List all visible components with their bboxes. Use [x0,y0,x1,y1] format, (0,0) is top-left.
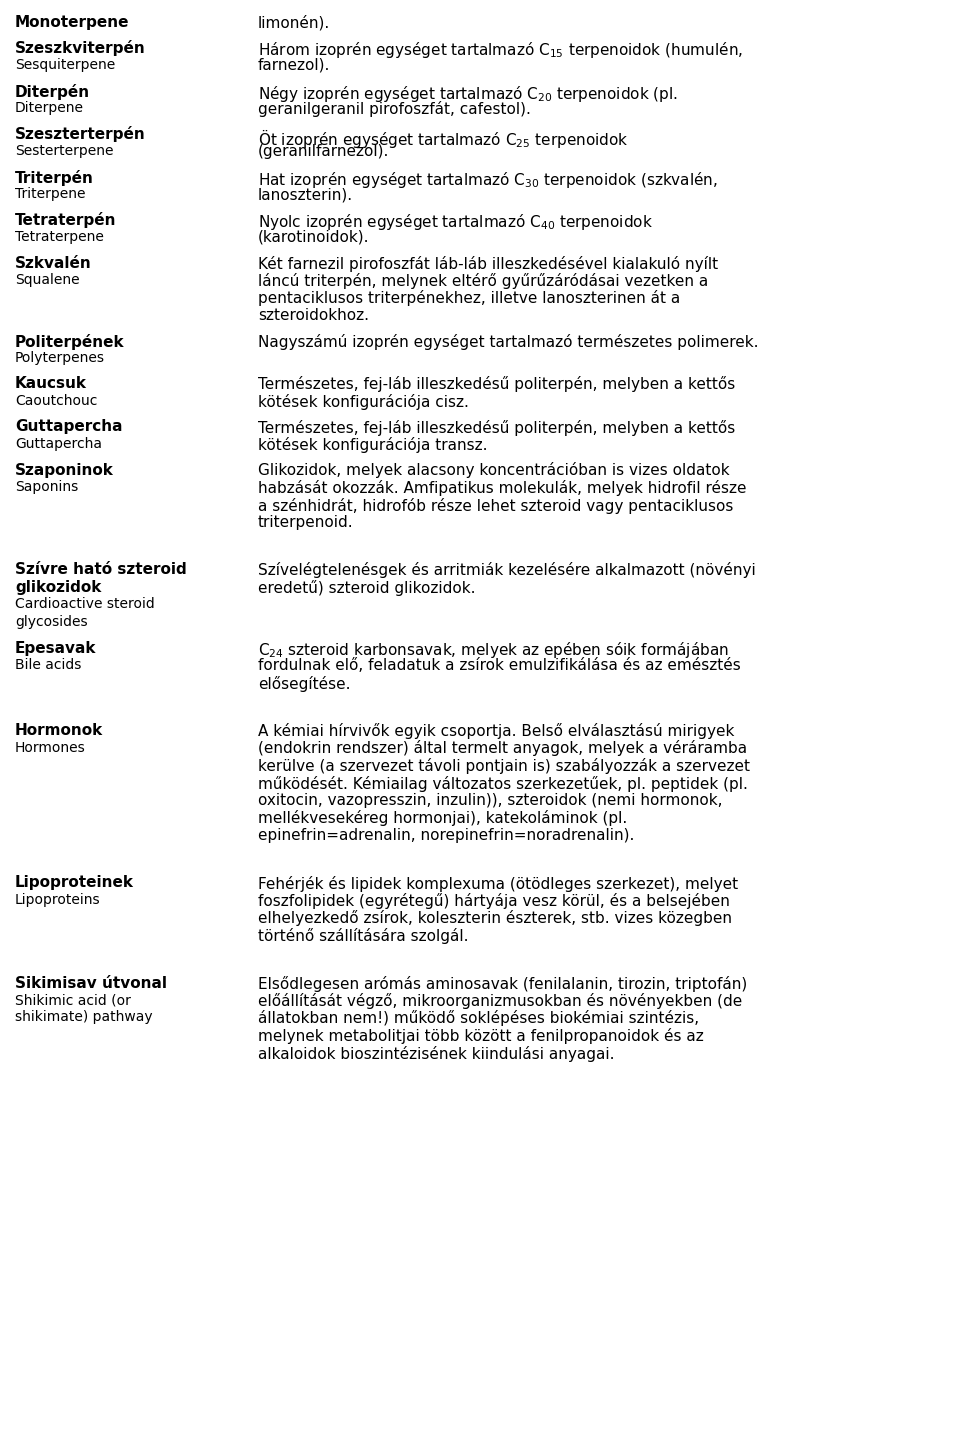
Text: Szeszkviterpén: Szeszkviterpén [15,41,146,57]
Text: Három izoprén egységet tartalmazó C$_{15}$ terpenoidok (humulén,: Három izoprén egységet tartalmazó C$_{15… [258,41,743,61]
Text: alkaloidok bioszintézisének kiindulási anyagai.: alkaloidok bioszintézisének kiindulási a… [258,1045,614,1061]
Text: Squalene: Squalene [15,273,80,286]
Text: melynek metabolitjai több között a fenilpropanoidok és az: melynek metabolitjai több között a fenil… [258,1028,704,1044]
Text: állatokban nem!) működő soklépéses biokémiai szintézis,: állatokban nem!) működő soklépéses bioké… [258,1011,699,1027]
Text: pentaciklusos triterpénekhez, illetve lanoszterinen át a: pentaciklusos triterpénekhez, illetve la… [258,291,681,307]
Text: történő szállítására szolgál.: történő szállítására szolgál. [258,928,468,944]
Text: (geranilfarnezol).: (geranilfarnezol). [258,144,390,158]
Text: Triterpén: Triterpén [15,170,94,186]
Text: foszfolipidek (egyrétegű) hártyája vesz körül, és a belsejében: foszfolipidek (egyrétegű) hártyája vesz … [258,893,730,909]
Text: Monoterpene: Monoterpene [15,15,130,31]
Text: Tetraterpén: Tetraterpén [15,212,116,228]
Text: oxitocin, vazopresszin, inzulin)), szteroidok (nemi hormonok,: oxitocin, vazopresszin, inzulin)), szter… [258,792,723,808]
Text: limonén).: limonén). [258,15,330,31]
Text: Nagyszámú izoprén egységet tartalmazó természetes polimerek.: Nagyszámú izoprén egységet tartalmazó te… [258,333,758,349]
Text: geranilgeranil pirofoszfát, cafestol).: geranilgeranil pirofoszfát, cafestol). [258,100,531,116]
Text: Guttapercha: Guttapercha [15,438,102,451]
Text: Tetraterpene: Tetraterpene [15,230,104,244]
Text: Epesavak: Epesavak [15,641,97,656]
Text: Szeszterterpén: Szeszterterpén [15,126,146,142]
Text: Természetes, fej-láb illeszkedésű politerpén, melyben a kettős: Természetes, fej-láb illeszkedésű polite… [258,420,735,436]
Text: Shikimic acid (or: Shikimic acid (or [15,993,131,1008]
Text: Diterpene: Diterpene [15,100,84,115]
Text: Glikozidok, melyek alacsony koncentrációban is vizes oldatok: Glikozidok, melyek alacsony koncentráció… [258,462,730,478]
Text: Guttapercha: Guttapercha [15,420,123,435]
Text: kötések konfigurációja transz.: kötések konfigurációja transz. [258,438,488,454]
Text: Két farnezil pirofoszfát láb-láb illeszkedésével kialakuló nyílt: Két farnezil pirofoszfát láb-láb illeszk… [258,256,718,272]
Text: Diterpén: Diterpén [15,83,90,99]
Text: mellékvesekéreg hormonjai), katekoláminok (pl.: mellékvesekéreg hormonjai), katekolámino… [258,810,627,826]
Text: Caoutchouc: Caoutchouc [15,394,97,409]
Text: Triterpene: Triterpene [15,188,85,201]
Text: Kaucsuk: Kaucsuk [15,377,87,391]
Text: Sesquiterpene: Sesquiterpene [15,58,115,73]
Text: szteroidokhoz.: szteroidokhoz. [258,308,369,323]
Text: lanoszterin).: lanoszterin). [258,188,353,202]
Text: Bile acids: Bile acids [15,659,82,672]
Text: Lipoproteins: Lipoproteins [15,893,101,907]
Text: epinefrin=adrenalin, norepinefrin=noradrenalin).: epinefrin=adrenalin, norepinefrin=noradr… [258,827,635,843]
Text: Hat izoprén egységet tartalmazó C$_{30}$ terpenoidok (szkvalén,: Hat izoprén egységet tartalmazó C$_{30}$… [258,170,718,189]
Text: shikimate) pathway: shikimate) pathway [15,1011,153,1025]
Text: a szénhidrát, hidrofób része lehet szteroid vagy pentaciklusos: a szénhidrát, hidrofób része lehet szter… [258,497,733,513]
Text: Saponins: Saponins [15,480,79,494]
Text: Nyolc izoprén egységet tartalmazó C$_{40}$ terpenoidok: Nyolc izoprén egységet tartalmazó C$_{40… [258,212,653,233]
Text: Sikimisav útvonal: Sikimisav útvonal [15,976,167,990]
Text: elősegítése.: elősegítése. [258,676,350,692]
Text: elhelyezkedő zsírok, koleszterin észterek, stb. vizes közegben: elhelyezkedő zsírok, koleszterin észtere… [258,910,732,926]
Text: C$_{24}$ szteroid karbonsavak, melyek az epében sóik formájában: C$_{24}$ szteroid karbonsavak, melyek az… [258,641,729,660]
Text: Szívre ható szteroid: Szívre ható szteroid [15,563,187,577]
Text: Politerpének: Politerpének [15,333,125,349]
Text: glycosides: glycosides [15,615,87,630]
Text: glikozidok: glikozidok [15,580,102,595]
Text: Polyterpenes: Polyterpenes [15,350,105,365]
Text: Szkvalén: Szkvalén [15,256,92,270]
Text: Cardioactive steroid: Cardioactive steroid [15,598,155,612]
Text: Szívelégtelenésgek és arritmiák kezelésére alkalmazott (növényi: Szívelégtelenésgek és arritmiák kezelésé… [258,563,756,579]
Text: Négy izoprén egységet tartalmazó C$_{20}$ terpenoidok (pl.: Négy izoprén egységet tartalmazó C$_{20}… [258,83,678,103]
Text: kerülve (a szervezet távoli pontjain is) szabályozzák a szervezet: kerülve (a szervezet távoli pontjain is)… [258,758,750,774]
Text: Szaponinok: Szaponinok [15,462,114,477]
Text: kötések konfigurációja cisz.: kötések konfigurációja cisz. [258,394,468,410]
Text: Öt izoprén egységet tartalmazó C$_{25}$ terpenoidok: Öt izoprén egységet tartalmazó C$_{25}$ … [258,126,629,150]
Text: habzását okozzák. Amfipatikus molekulák, melyek hidrofil része: habzását okozzák. Amfipatikus molekulák,… [258,480,747,496]
Text: előállítását végző, mikroorganizmusokban és növényekben (de: előállítását végző, mikroorganizmusokban… [258,993,742,1009]
Text: láncú triterpén, melynek eltérő gyűrűzáródásai vezetken a: láncú triterpén, melynek eltérő gyűrűzár… [258,273,708,289]
Text: (endokrin rendszer) által termelt anyagok, melyek a véráramba: (endokrin rendszer) által termelt anyago… [258,740,747,756]
Text: farnezol).: farnezol). [258,58,330,73]
Text: (karotinoidok).: (karotinoidok). [258,230,370,246]
Text: Természetes, fej-láb illeszkedésű politerpén, melyben a kettős: Természetes, fej-láb illeszkedésű polite… [258,377,735,393]
Text: Sesterterpene: Sesterterpene [15,144,113,158]
Text: eredetű) szteroid glikozidok.: eredetű) szteroid glikozidok. [258,580,475,596]
Text: triterpenoid.: triterpenoid. [258,515,353,531]
Text: működését. Kémiailag változatos szerkezetűek, pl. peptidek (pl.: működését. Kémiailag változatos szerkeze… [258,775,748,791]
Text: Lipoproteinek: Lipoproteinek [15,875,134,890]
Text: Hormonok: Hormonok [15,723,104,739]
Text: Fehérjék és lipidek komplexuma (ötödleges szerkezet), melyet: Fehérjék és lipidek komplexuma (ötödlege… [258,875,738,891]
Text: fordulnak elő, feladatuk a zsírok emulzifikálása és az emésztés: fordulnak elő, feladatuk a zsírok emulzi… [258,659,741,673]
Text: A kémiai hírvivők egyik csoportja. Belső elválasztású mirigyek: A kémiai hírvivők egyik csoportja. Belső… [258,723,734,739]
Text: Hormones: Hormones [15,740,85,755]
Text: Elsődlegesen arómás aminosavak (fenilalanin, tirozin, triptofán): Elsődlegesen arómás aminosavak (fenilala… [258,976,747,992]
